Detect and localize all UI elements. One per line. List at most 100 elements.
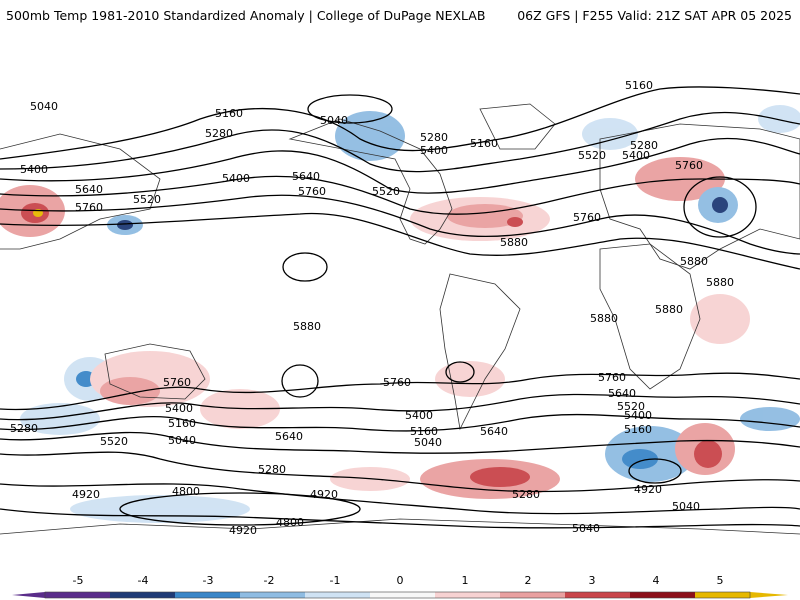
contour-line: [0, 212, 800, 270]
anomaly-blob: [622, 449, 658, 469]
colorbar-tick-label: 1: [462, 574, 469, 587]
anomaly-blob: [117, 220, 133, 230]
colorbar-swatch: [305, 592, 370, 598]
africa-coast: [599, 243, 701, 390]
contour-label: 5280: [630, 139, 658, 152]
contour-label: 5760: [163, 376, 191, 389]
closed-contour: [683, 176, 757, 238]
contour-label: 5520: [372, 185, 400, 198]
contour-label: 4920: [229, 524, 257, 537]
contour-label: 5640: [480, 425, 508, 438]
colorbar-arrow-high: [750, 592, 788, 598]
colorbar-swatch: [370, 592, 435, 598]
colorbar-swatch: [110, 592, 175, 598]
contour-line: [0, 137, 800, 194]
contour-label: 5640: [608, 387, 636, 400]
contour-label: 5880: [655, 303, 683, 316]
contour-label: 5160: [410, 425, 438, 438]
colorbar-swatch: [45, 592, 110, 598]
model-run-info: 06Z GFS | F255 Valid: 21Z SAT APR 05 202…: [517, 8, 792, 23]
contour-label: 5040: [30, 100, 58, 113]
contour-label: 5880: [293, 320, 321, 333]
contour-label: 5040: [672, 500, 700, 513]
colorbar-tick-label: -2: [264, 574, 275, 587]
contour-line: [0, 111, 800, 173]
colorbar-swatch: [435, 592, 500, 598]
coastlines: [0, 103, 800, 535]
anomaly-blob: [100, 377, 160, 405]
contour-line: [0, 175, 800, 215]
colorbar-tick-label: -4: [138, 574, 149, 587]
contour-label: 5520: [617, 400, 645, 413]
contour-line: [0, 393, 800, 421]
contour-label: 5520: [100, 435, 128, 448]
anomaly-map: 5160 5040 5040 5160 5280 5280 5400 5160 …: [0, 79, 800, 559]
contour-label: 5640: [75, 183, 103, 196]
colorbar-tick-label: -5: [73, 574, 84, 587]
colorbar-swatch: [695, 592, 750, 598]
anomaly-blob: [694, 440, 722, 468]
asia-west-coast: [0, 133, 161, 250]
colorbar-swatch: [240, 592, 305, 598]
contour-line: [0, 508, 800, 529]
contour-label: 5760: [75, 201, 103, 214]
contour-label: 5400: [624, 409, 652, 422]
closed-contour: [119, 492, 361, 526]
anomaly-blob: [740, 407, 800, 431]
contour-label: 4800: [172, 485, 200, 498]
closed-contour: [281, 364, 319, 398]
anomaly-blob: [712, 197, 728, 213]
colorbar-tick-label: 5: [717, 574, 724, 587]
contour-label: 5280: [205, 127, 233, 140]
contour-label: 5400: [20, 163, 48, 176]
contour-label: 5280: [512, 488, 540, 501]
colorbar-tick-label: -3: [203, 574, 214, 587]
anomaly-blob: [582, 118, 638, 150]
closed-contour: [282, 252, 328, 282]
colorbar-tick-label: 4: [653, 574, 660, 587]
contour-line: [0, 483, 800, 515]
contour-label: 5640: [292, 170, 320, 183]
contour-label: 5760: [298, 185, 326, 198]
contour-label: 5280: [420, 131, 448, 144]
antarctica-coast: [0, 518, 800, 535]
map-title: 500mb Temp 1981-2010 Standardized Anomal…: [6, 8, 486, 23]
contour-label: 5160: [168, 417, 196, 430]
colorbar-arrow-low: [12, 592, 45, 598]
contour-line: [0, 431, 800, 454]
closed-contour: [628, 458, 682, 484]
contour-label: 5280: [10, 422, 38, 435]
contour-label: 5400: [405, 409, 433, 422]
contour-line: [0, 451, 800, 493]
contour-label: 4920: [310, 488, 338, 501]
colorbar-swatch: [500, 592, 565, 598]
contour-label-layer: 5160 5040 5040 5160 5280 5280 5400 5160 …: [10, 79, 734, 537]
australia-coast: [104, 343, 206, 400]
header: 500mb Temp 1981-2010 Standardized Anomal…: [0, 0, 800, 28]
contour-label: 5160: [215, 107, 243, 120]
contour-line: [0, 372, 800, 411]
colorbar: -5 -4 -3 -2 -1 0 1 2 3 4 5: [12, 574, 788, 599]
colorbar-swatches: [12, 591, 788, 599]
colorbar-tick-label: 0: [397, 574, 404, 587]
contour-label: 5520: [133, 193, 161, 206]
contour-label: 5160: [470, 137, 498, 150]
contour-label: 5040: [572, 522, 600, 535]
contour-label: 5400: [222, 172, 250, 185]
contour-label: 5160: [625, 79, 653, 92]
colorbar-outline: [44, 591, 751, 599]
closed-contour: [445, 361, 475, 383]
contour-label: 5760: [573, 211, 601, 224]
contour-label: 5880: [590, 312, 618, 325]
closed-contour: [307, 94, 393, 124]
greenland-coast: [479, 103, 556, 150]
contour-label: 5760: [675, 159, 703, 172]
colorbar-tick-label: -1: [330, 574, 341, 587]
anomaly-blob: [507, 217, 523, 227]
anomaly-blob: [20, 403, 100, 435]
contour-label: 5160: [624, 423, 652, 436]
colorbar-swatch: [175, 592, 240, 598]
contour-label: 5280: [258, 463, 286, 476]
contour-label: 5400: [420, 144, 448, 157]
contour-label: 5520: [578, 149, 606, 162]
